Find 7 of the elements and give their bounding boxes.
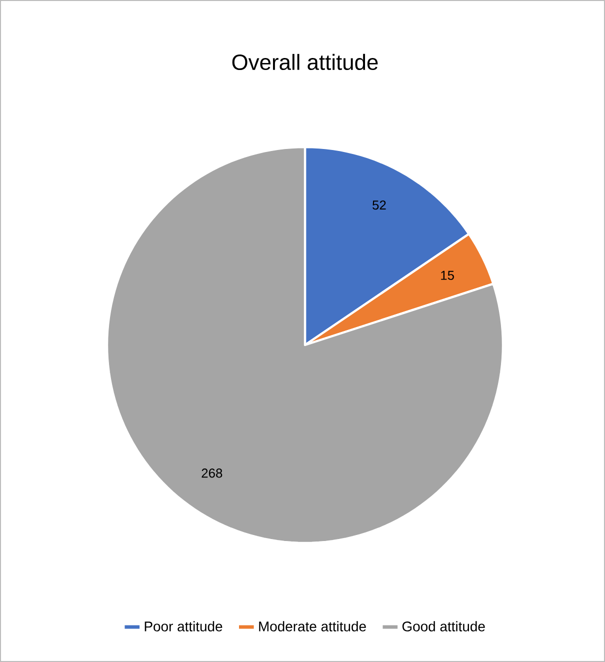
chart-title: Overall attitude — [232, 54, 378, 70]
legend-label: Moderate attitude — [259, 621, 366, 632]
data-label: 268 — [202, 468, 222, 478]
legend-label: Poor attitude — [144, 621, 222, 632]
legend-label: Good attitude — [402, 621, 485, 632]
data-label: 15 — [441, 270, 454, 280]
data-label: 52 — [372, 200, 386, 210]
